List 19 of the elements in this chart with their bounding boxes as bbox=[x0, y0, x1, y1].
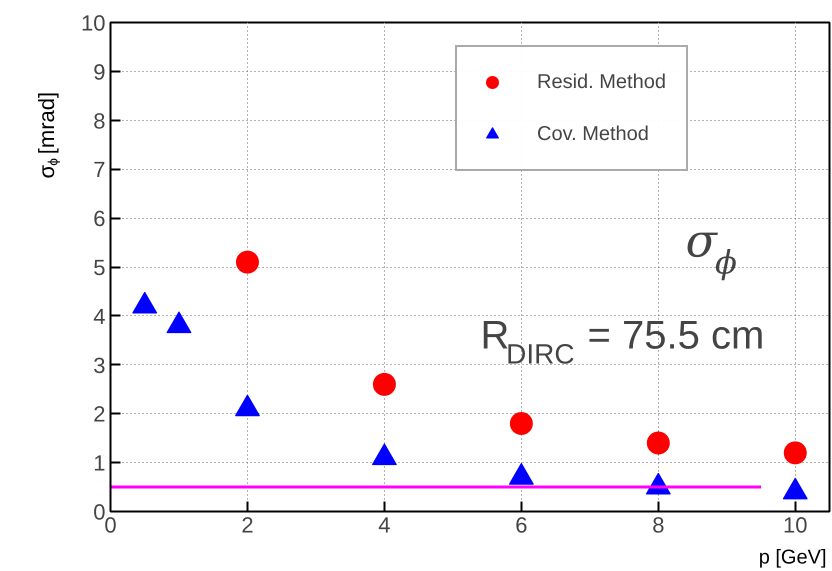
y-tick-label: 10 bbox=[81, 10, 106, 36]
y-tick-label: 6 bbox=[93, 206, 106, 232]
x-tick-label: 10 bbox=[783, 512, 808, 538]
y-tick-label: 8 bbox=[93, 108, 106, 134]
y-tick-label: 4 bbox=[93, 304, 106, 329]
y-tick-label: 3 bbox=[93, 352, 106, 378]
y-tick-label: 7 bbox=[93, 157, 106, 182]
y-tick-label: 2 bbox=[93, 402, 106, 427]
x-tick-label: 6 bbox=[515, 512, 528, 538]
y-tick-label: 5 bbox=[93, 255, 106, 280]
x-axis-title: p [GeV] bbox=[758, 546, 826, 568]
legend-label: Cov. Method bbox=[537, 122, 649, 146]
legend-label: Resid. Method bbox=[537, 70, 666, 94]
x-tick-label: 8 bbox=[652, 512, 664, 538]
x-tick-label: 4 bbox=[378, 512, 391, 538]
y-tick-label: 1 bbox=[93, 450, 106, 476]
y-axis-title: σϕ [mrad] bbox=[34, 92, 61, 179]
y-tick-label: 9 bbox=[93, 59, 106, 84]
x-tick-label: 2 bbox=[241, 512, 254, 538]
